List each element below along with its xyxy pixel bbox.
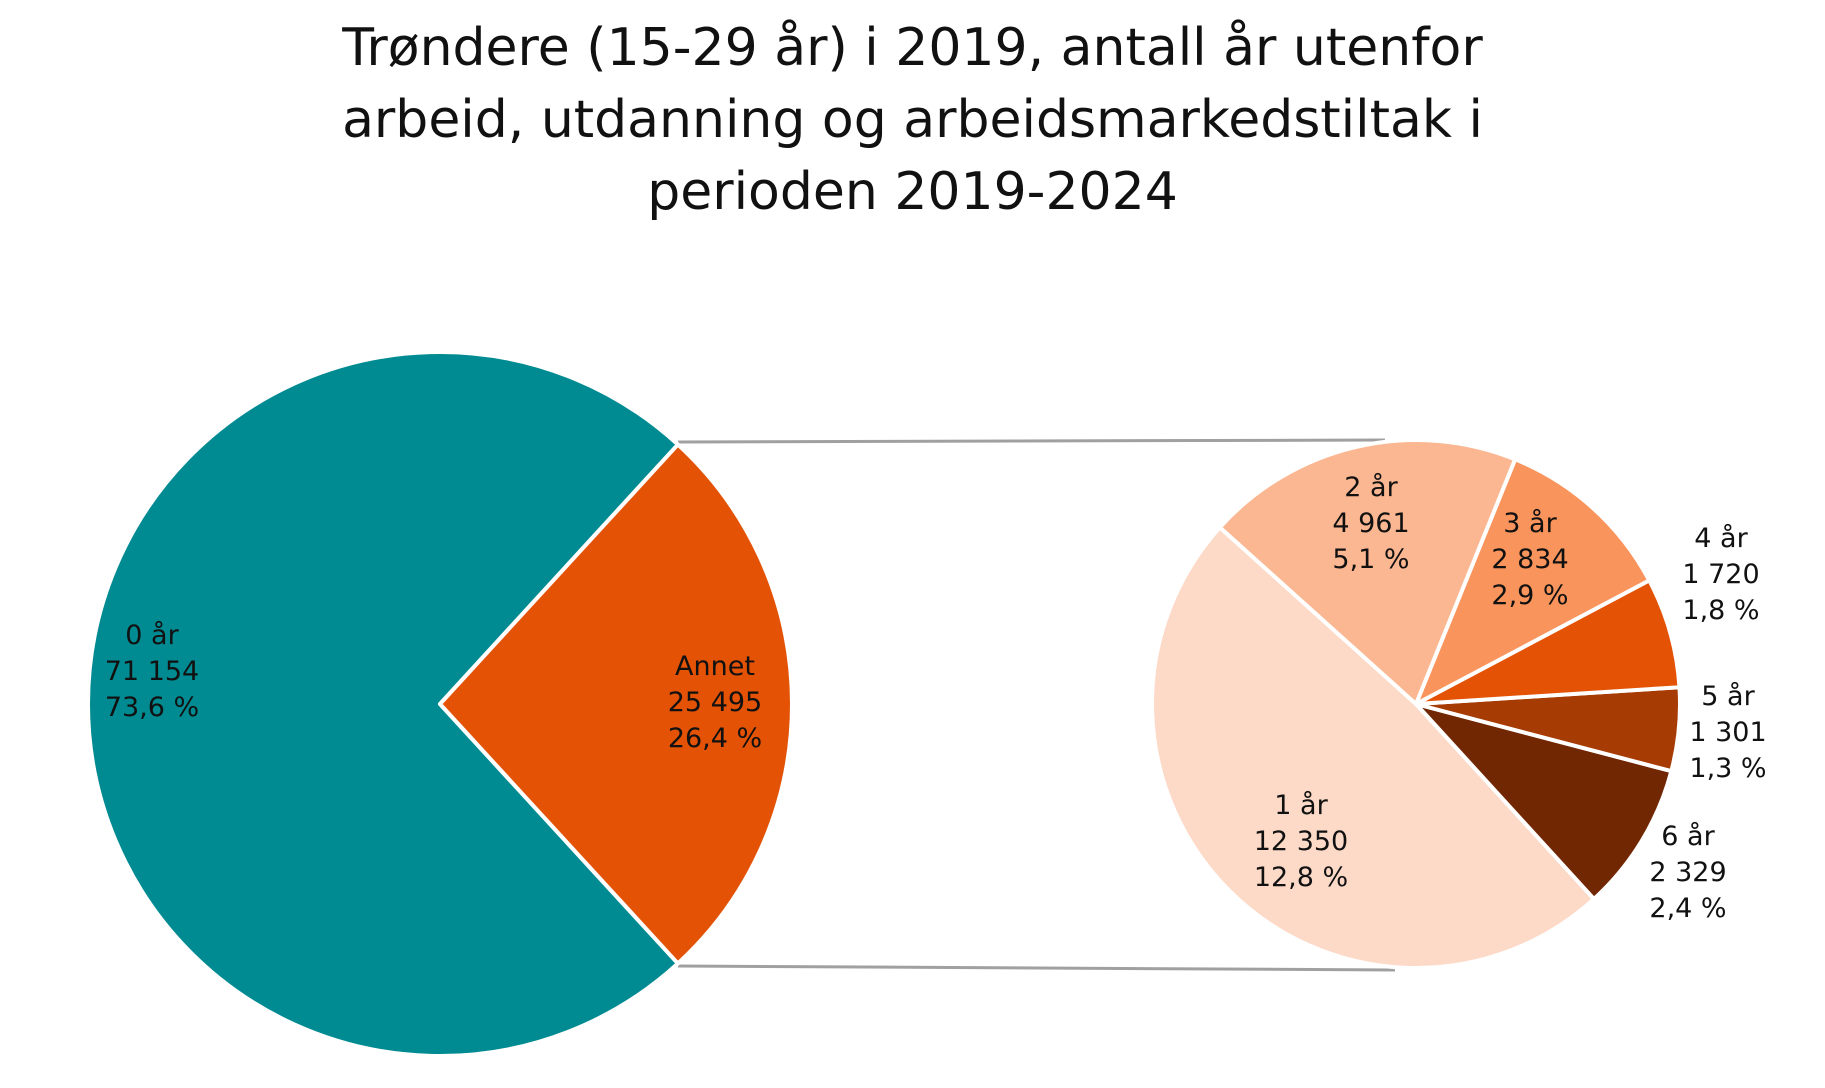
data-label-line: 1,8 % [1682,595,1759,626]
data-label-line: 25 495 [668,687,762,718]
data-label-line: 2,9 % [1491,580,1568,611]
data-label-line: 26,4 % [668,723,762,754]
chart-title: Trøndere (15-29 år) i 2019, antall år ut… [0,12,1825,228]
pie-slice-4-ar [1414,578,1682,706]
data-label-5-ar: 5 år 1 301 1,3 % [1689,681,1766,784]
data-label-line: 71 154 [105,656,199,687]
data-label-line: 2 år [1344,472,1398,503]
connector-line-top [677,438,1386,444]
data-label-line: 2 329 [1649,857,1726,888]
pie-slice-1-ar [1150,525,1596,970]
chart-title-line: Trøndere (15-29 år) i 2019, antall år ut… [342,18,1483,78]
data-label-line: 2,4 % [1649,893,1726,924]
data-label-line: 2 834 [1491,544,1568,575]
data-label-1-ar: 1 år 12 350 12,8 % [1254,790,1348,893]
data-label-3-ar: 3 år 2 834 2,9 % [1491,508,1568,611]
chart-title-line: arbeid, utdanning og arbeidsmarkedstilta… [342,90,1483,150]
pie-slice-0-ar [86,350,680,1058]
pie-slice-annet [438,442,794,966]
data-label-annet: Annet 25 495 26,4 % [668,651,762,754]
pie-slice-2-ar [1217,438,1518,706]
data-label-line: 0 år [125,620,179,651]
data-label-line: Annet [675,651,755,682]
data-label-line: 4 år [1694,523,1748,554]
data-label-line: 6 år [1661,821,1715,852]
data-label-line: 12 350 [1254,826,1348,857]
data-label-0-ar: 0 år 71 154 73,6 % [105,620,199,723]
pie-slice-6-ar [1414,702,1674,901]
data-label-line: 4 961 [1332,508,1409,539]
data-label-line: 73,6 % [105,692,199,723]
data-label-line: 3 år [1503,508,1557,539]
data-label-6-ar: 6 år 2 329 2,4 % [1649,821,1726,924]
connector-line-bottom [677,964,1396,972]
data-label-line: 1 301 [1689,717,1766,748]
data-label-line: 5 år [1701,681,1755,712]
data-label-line: 12,8 % [1254,862,1348,893]
data-label-4-ar: 4 år 1 720 1,8 % [1682,523,1759,626]
data-label-2-ar: 2 år 4 961 5,1 % [1332,472,1409,575]
chart-title-line: perioden 2019-2024 [647,162,1178,222]
data-label-line: 1 720 [1682,559,1759,590]
data-label-line: 1 år [1274,790,1328,821]
pie-slice-3-ar [1414,457,1652,706]
data-label-line: 5,1 % [1332,544,1409,575]
data-label-line: 1,3 % [1689,753,1766,784]
